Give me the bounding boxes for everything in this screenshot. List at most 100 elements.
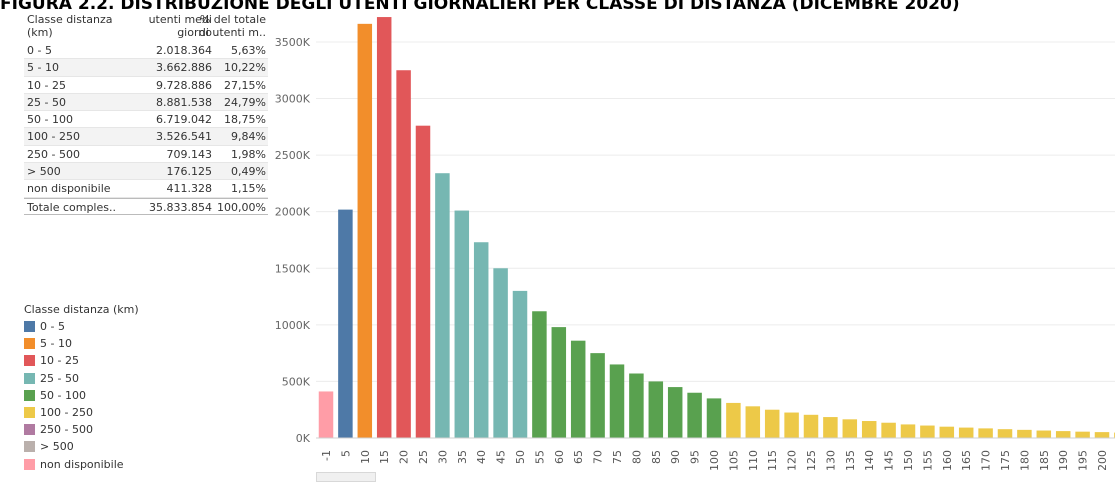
bar[interactable] bbox=[473, 242, 489, 438]
legend-item[interactable]: 10 - 25 bbox=[24, 352, 139, 369]
bar[interactable] bbox=[745, 406, 761, 438]
legend-item[interactable]: 25 - 50 bbox=[24, 370, 139, 387]
cell-classe: 100 - 250 bbox=[27, 130, 80, 144]
legend-item[interactable]: 50 - 100 bbox=[24, 387, 139, 404]
x-tick-label: 65 bbox=[572, 450, 585, 464]
bar[interactable] bbox=[648, 381, 664, 438]
bar[interactable] bbox=[861, 421, 877, 438]
header-perc-line1: % del totale bbox=[199, 13, 266, 26]
bar[interactable] bbox=[1055, 431, 1071, 438]
table-row[interactable]: non disponibile 411.328 1,15% bbox=[24, 180, 268, 198]
y-tick-label: 0K bbox=[296, 432, 311, 445]
legend-label: 0 - 5 bbox=[40, 320, 65, 334]
bar[interactable] bbox=[978, 428, 993, 438]
legend-swatch bbox=[24, 321, 35, 333]
y-tick-label: 3000K bbox=[275, 93, 311, 106]
bar[interactable] bbox=[1036, 430, 1052, 438]
bar[interactable] bbox=[881, 422, 896, 438]
x-tick-label: 120 bbox=[786, 450, 799, 470]
bar[interactable] bbox=[1017, 429, 1032, 438]
legend-title: Classe distanza (km) bbox=[24, 303, 139, 316]
bar[interactable] bbox=[687, 392, 702, 438]
header-perc-line2: di utenti m.. bbox=[198, 26, 266, 39]
bar[interactable] bbox=[512, 290, 528, 438]
header-classe-line2: (km) bbox=[27, 26, 53, 39]
bar[interactable] bbox=[338, 209, 353, 438]
bar[interactable] bbox=[667, 387, 683, 438]
bar[interactable] bbox=[920, 425, 935, 438]
table-row[interactable]: > 500 176.125 0,49% bbox=[24, 163, 268, 181]
bar[interactable] bbox=[629, 373, 644, 439]
legend-item[interactable]: 100 - 250 bbox=[24, 404, 139, 421]
header-classe[interactable]: Classe distanza (km) bbox=[27, 13, 113, 39]
header-utenti[interactable]: utenti medi giorno bbox=[122, 13, 212, 39]
table-row[interactable]: 50 - 100 6.719.042 18,75% bbox=[24, 111, 268, 129]
bar[interactable] bbox=[590, 353, 605, 438]
bar[interactable] bbox=[396, 70, 411, 438]
x-tick-label: 145 bbox=[883, 450, 896, 470]
table-total-row[interactable]: Totale comples.. 35.833.854 100,00% bbox=[24, 197, 268, 215]
bar[interactable] bbox=[784, 412, 799, 438]
bar[interactable] bbox=[532, 311, 547, 438]
x-tick-label: 155 bbox=[921, 450, 934, 470]
bar[interactable] bbox=[939, 426, 955, 438]
cell-perc: 5,63% bbox=[231, 44, 266, 57]
x-tick-label: 50 bbox=[514, 450, 527, 464]
cell-perc: 18,75% bbox=[224, 113, 266, 127]
table-row[interactable]: 10 - 25 9.728.886 27,15% bbox=[24, 77, 268, 94]
bar[interactable] bbox=[415, 125, 431, 439]
cell-classe: 50 - 100 bbox=[27, 113, 73, 127]
bar[interactable] bbox=[357, 23, 373, 439]
table-row[interactable]: 25 - 50 8.881.538 24,79% bbox=[24, 93, 268, 112]
legend-item[interactable]: 250 - 500 bbox=[24, 421, 139, 438]
x-tick-label: 105 bbox=[727, 450, 740, 470]
bar[interactable] bbox=[706, 398, 722, 438]
legend-item[interactable]: > 500 bbox=[24, 438, 139, 455]
bar[interactable] bbox=[958, 427, 974, 438]
cell-classe: > 500 bbox=[27, 165, 61, 179]
bar[interactable] bbox=[842, 419, 858, 438]
bar[interactable] bbox=[435, 173, 450, 439]
x-tick-label: 10 bbox=[359, 450, 372, 464]
bar[interactable] bbox=[900, 424, 916, 438]
legend-item[interactable]: 0 - 5 bbox=[24, 318, 139, 335]
bar[interactable] bbox=[1075, 431, 1090, 438]
x-tick-label: 55 bbox=[533, 450, 546, 464]
bar[interactable] bbox=[823, 417, 838, 438]
bar[interactable] bbox=[1094, 432, 1110, 438]
bar[interactable] bbox=[454, 210, 470, 438]
table-row[interactable]: 100 - 250 3.526.541 9,84% bbox=[24, 128, 268, 146]
table-row[interactable]: 250 - 500 709.143 1,98% bbox=[24, 146, 268, 164]
x-tick-label: 85 bbox=[650, 450, 663, 464]
bar[interactable] bbox=[570, 340, 586, 438]
legend-items: 0 - 5 5 - 10 10 - 25 25 - 50 50 - 100 100 - 2… bbox=[24, 318, 139, 473]
bar[interactable] bbox=[609, 364, 625, 438]
bar[interactable] bbox=[764, 409, 780, 438]
table-row[interactable]: 5 - 10 3.662.886 10,22% bbox=[24, 59, 268, 77]
x-tick-label: 160 bbox=[941, 450, 954, 470]
x-tick-label: 150 bbox=[902, 450, 915, 470]
bar[interactable] bbox=[376, 17, 392, 438]
x-tick-label: 110 bbox=[747, 450, 760, 470]
cell-utenti: 709.143 bbox=[166, 147, 213, 161]
x-tick-label: 170 bbox=[980, 450, 993, 470]
bar[interactable] bbox=[493, 268, 508, 438]
cell-utenti: 3.526.541 bbox=[156, 130, 212, 144]
table-row[interactable]: 0 - 5 2.018.364 5,63% bbox=[24, 42, 268, 60]
y-tick-label: 3500K bbox=[275, 36, 311, 49]
bar[interactable] bbox=[318, 391, 334, 438]
legend-item[interactable]: 5 - 10 bbox=[24, 335, 139, 352]
bar[interactable] bbox=[997, 429, 1013, 438]
summary-table: Classe distanza (km) utenti medi giorno … bbox=[24, 12, 268, 215]
bar[interactable] bbox=[551, 327, 567, 438]
y-tick-label: 1000K bbox=[275, 319, 311, 332]
header-perc[interactable]: % del totale di utenti m.. bbox=[194, 13, 266, 39]
cell-perc: 1,15% bbox=[231, 182, 266, 196]
bar[interactable] bbox=[726, 402, 741, 438]
header-utenti-line1: utenti medi bbox=[148, 13, 212, 26]
legend-item[interactable]: non disponibile bbox=[24, 456, 139, 473]
header-classe-line1: Classe distanza bbox=[27, 13, 113, 26]
cell-total-perc: 100,00% bbox=[217, 200, 266, 214]
bar[interactable] bbox=[803, 414, 819, 438]
horizontal-scrollbar-thumb[interactable] bbox=[316, 472, 376, 482]
